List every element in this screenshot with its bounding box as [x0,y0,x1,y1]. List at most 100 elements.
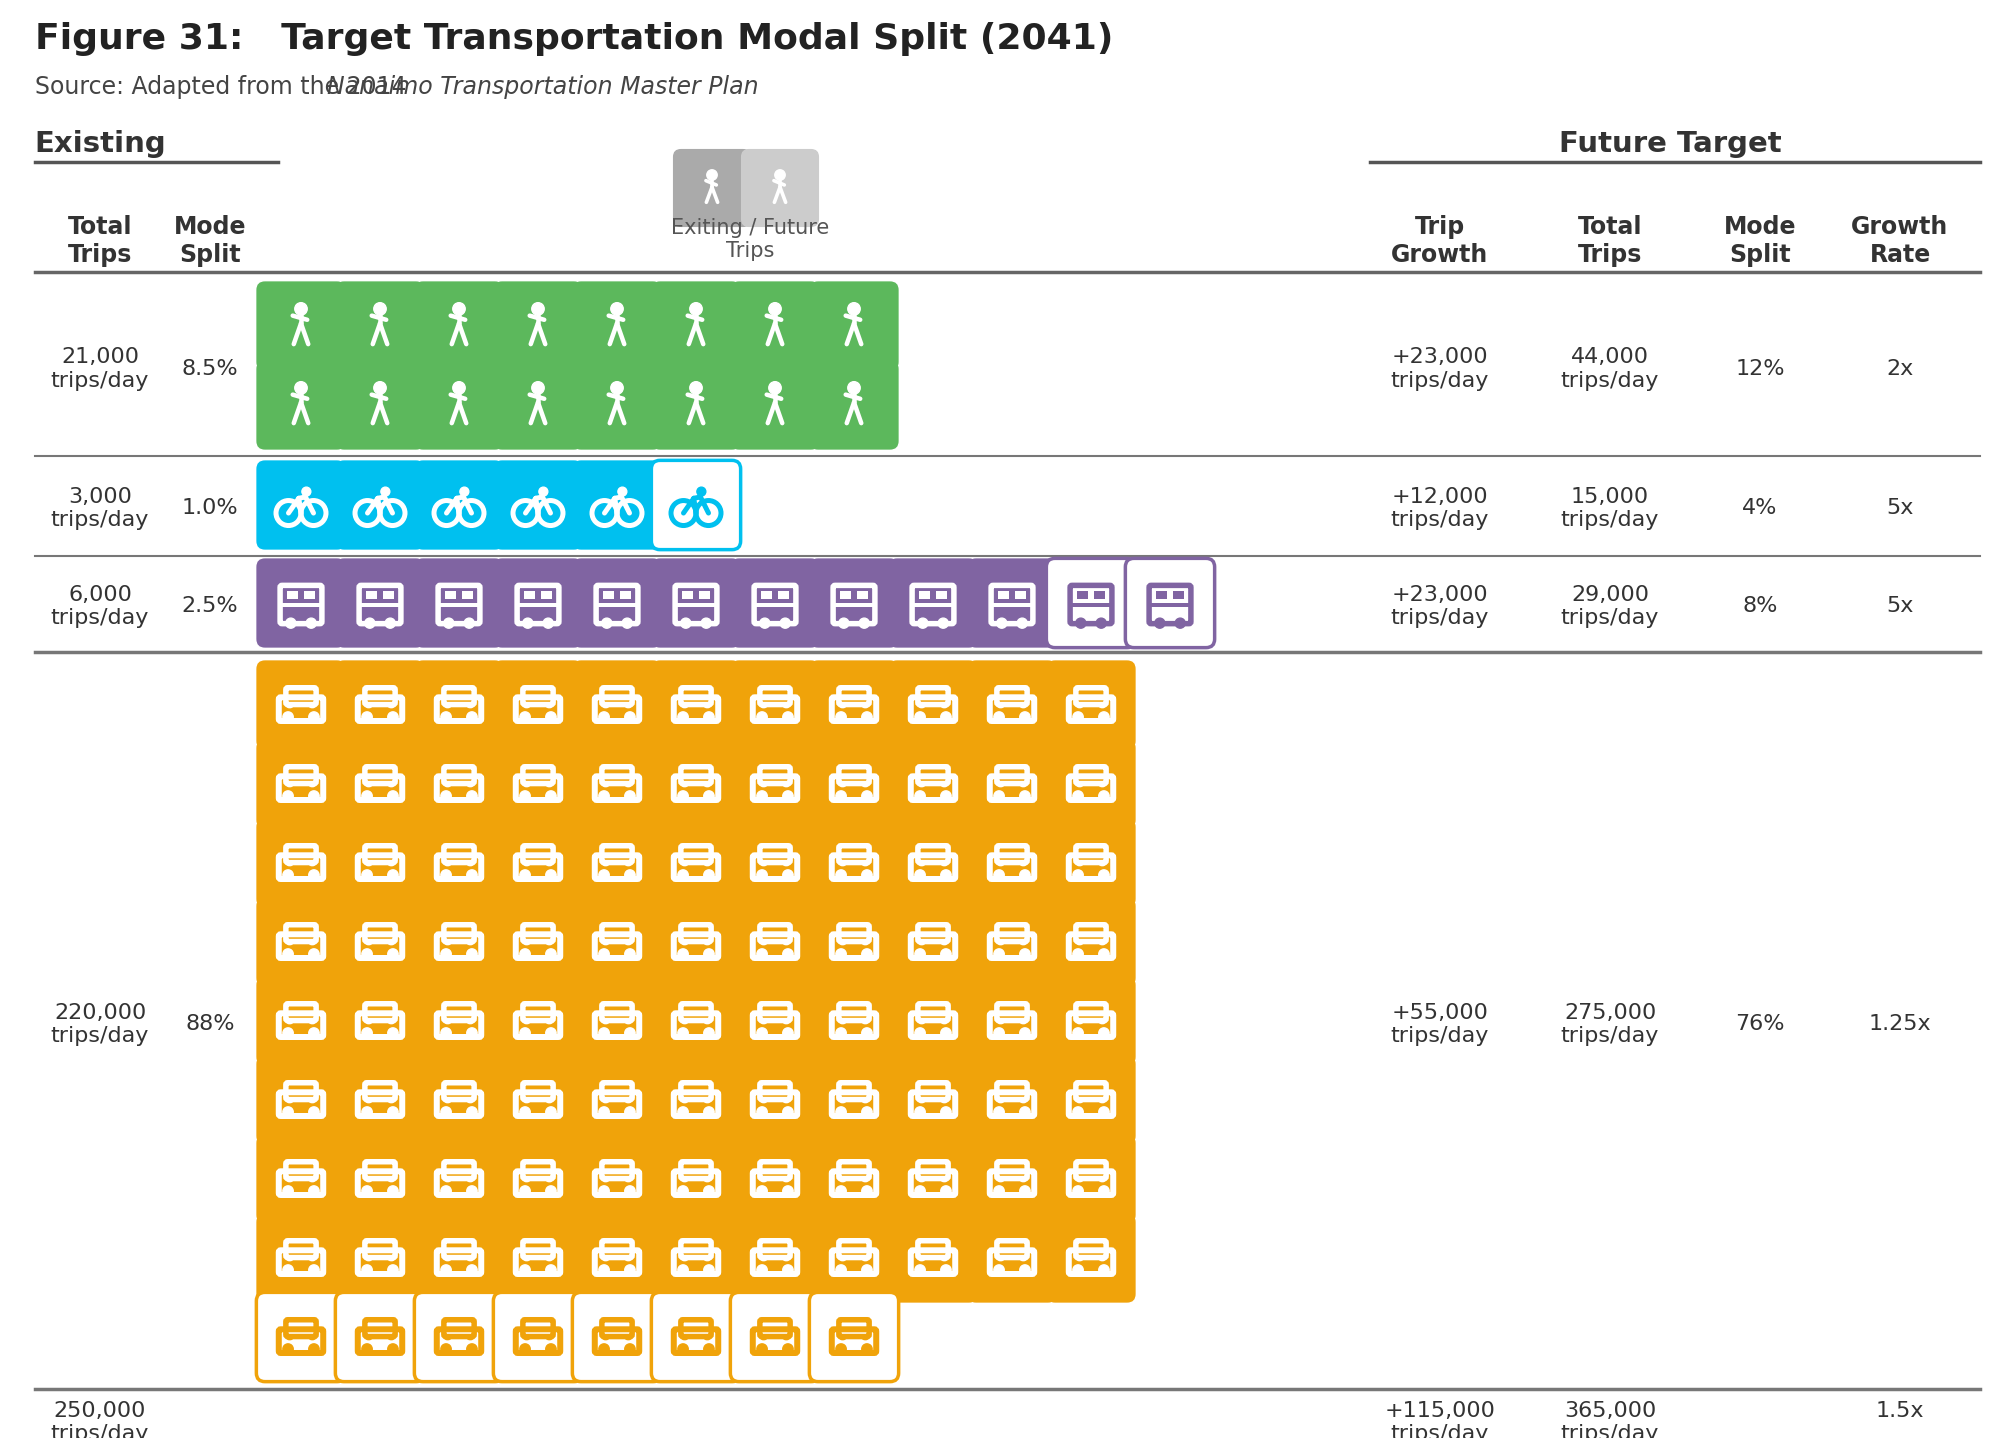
Circle shape [783,1028,793,1038]
Circle shape [453,302,465,315]
Ellipse shape [364,861,372,866]
Circle shape [441,1345,451,1355]
Circle shape [362,791,372,801]
Bar [382,591,395,600]
Circle shape [938,618,948,628]
FancyBboxPatch shape [731,1293,819,1382]
Ellipse shape [783,1178,789,1182]
Ellipse shape [680,1178,688,1182]
FancyBboxPatch shape [731,1135,819,1224]
Ellipse shape [308,1336,316,1340]
Circle shape [940,949,950,959]
Bar [1077,591,1087,600]
FancyBboxPatch shape [256,976,346,1066]
Circle shape [757,870,767,880]
Ellipse shape [1021,1178,1027,1182]
Ellipse shape [389,705,395,709]
Text: 21,000
trips/day: 21,000 trips/day [50,348,149,391]
Circle shape [519,791,529,801]
Text: 1.0%: 1.0% [181,499,238,519]
Circle shape [678,1345,688,1355]
Circle shape [380,487,391,496]
Circle shape [1075,618,1085,628]
Circle shape [835,1265,845,1276]
FancyBboxPatch shape [968,897,1057,986]
Ellipse shape [839,1257,845,1261]
Circle shape [914,1028,926,1038]
Bar [604,591,614,600]
Ellipse shape [783,940,789,945]
Ellipse shape [523,1336,529,1340]
Circle shape [610,302,624,315]
FancyBboxPatch shape [809,897,898,986]
Ellipse shape [680,1336,688,1340]
Circle shape [624,1107,636,1117]
Circle shape [835,1345,845,1355]
Ellipse shape [523,940,529,945]
FancyBboxPatch shape [888,1135,978,1224]
Circle shape [546,712,556,722]
Circle shape [519,712,529,722]
Ellipse shape [286,1257,294,1261]
Circle shape [680,618,690,628]
Circle shape [1176,618,1186,628]
Ellipse shape [364,1099,372,1103]
Ellipse shape [467,1099,473,1103]
FancyBboxPatch shape [652,1293,741,1382]
Circle shape [308,949,320,959]
Ellipse shape [546,1099,554,1103]
FancyBboxPatch shape [256,1293,346,1382]
Ellipse shape [286,1099,294,1103]
FancyBboxPatch shape [1047,558,1135,647]
Circle shape [1021,712,1031,722]
Circle shape [769,381,781,394]
FancyBboxPatch shape [572,282,662,371]
Text: Source: Adapted from the 2014: Source: Adapted from the 2014 [34,75,415,99]
Ellipse shape [705,940,711,945]
Ellipse shape [389,940,395,945]
FancyBboxPatch shape [493,1214,582,1303]
Circle shape [602,618,612,628]
FancyBboxPatch shape [572,558,662,647]
FancyBboxPatch shape [336,897,425,986]
FancyBboxPatch shape [809,739,898,828]
Ellipse shape [523,1099,529,1103]
Circle shape [284,1345,294,1355]
Ellipse shape [761,1257,767,1261]
Text: Future Target: Future Target [1558,129,1782,158]
Ellipse shape [286,861,294,866]
Circle shape [546,949,556,959]
Circle shape [389,1265,399,1276]
FancyBboxPatch shape [493,361,582,450]
Text: 5x: 5x [1886,499,1914,519]
Circle shape [847,302,860,315]
Bar [839,591,851,600]
Circle shape [705,1186,715,1196]
Circle shape [1021,1028,1031,1038]
FancyBboxPatch shape [731,558,819,647]
FancyBboxPatch shape [493,558,582,647]
Circle shape [362,1345,372,1355]
Ellipse shape [364,705,372,709]
Ellipse shape [467,940,473,945]
Circle shape [544,618,554,628]
Circle shape [847,381,860,394]
Ellipse shape [1099,1020,1105,1024]
Text: 8%: 8% [1743,597,1777,617]
Ellipse shape [445,1257,451,1261]
FancyBboxPatch shape [968,976,1057,1066]
FancyBboxPatch shape [652,976,741,1066]
Ellipse shape [624,1099,632,1103]
Bar [366,591,376,600]
Ellipse shape [1099,1257,1105,1261]
Ellipse shape [862,1336,870,1340]
Circle shape [546,870,556,880]
Ellipse shape [389,784,395,788]
Ellipse shape [862,784,870,788]
Circle shape [1099,712,1109,722]
Circle shape [600,1107,610,1117]
Ellipse shape [761,705,767,709]
Circle shape [994,791,1004,801]
Ellipse shape [862,940,870,945]
FancyBboxPatch shape [493,460,582,549]
